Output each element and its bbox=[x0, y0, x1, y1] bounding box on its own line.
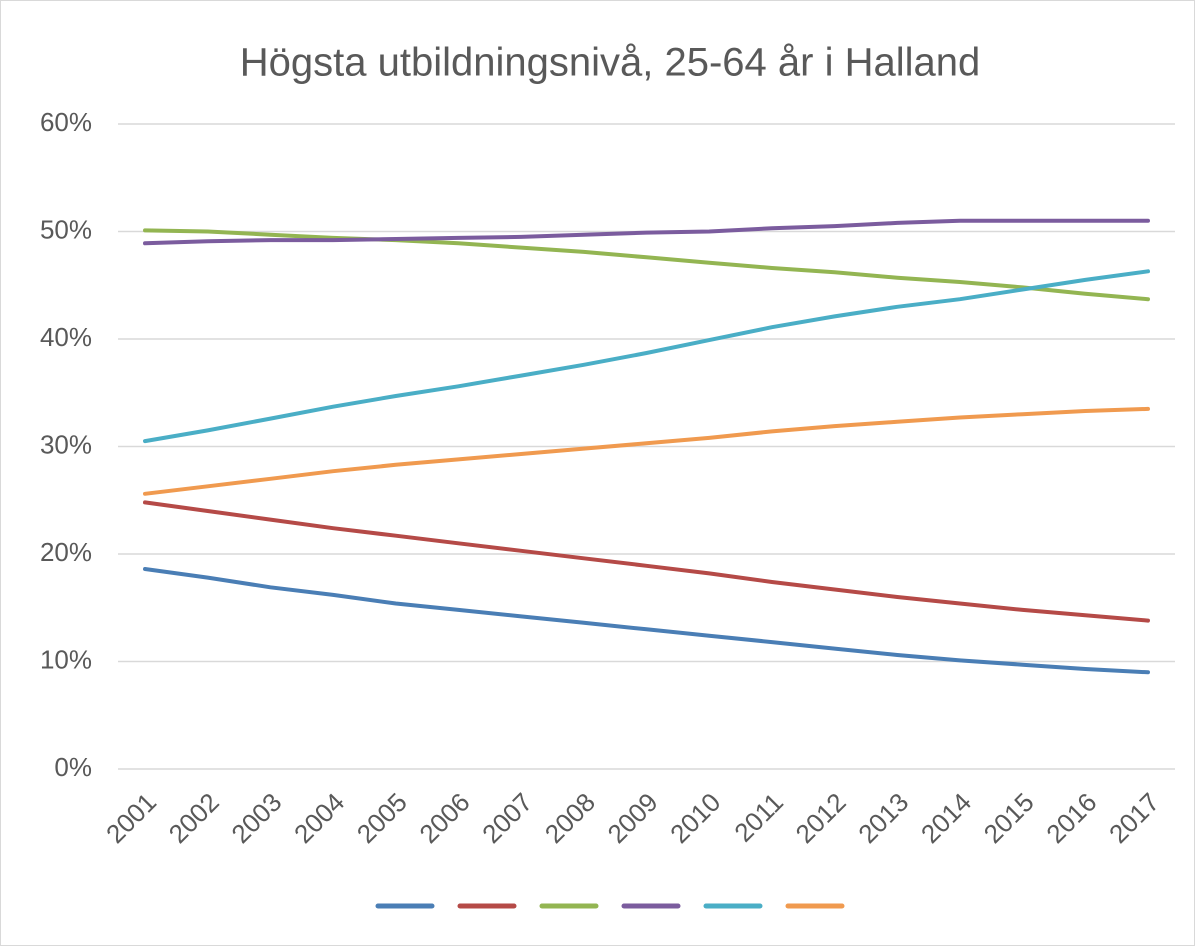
series-line bbox=[143, 269, 1150, 444]
series-line bbox=[143, 567, 1150, 675]
series-line bbox=[143, 500, 1150, 623]
chart-title: Högsta utbildningsnivå, 25-64 år i Halla… bbox=[240, 41, 980, 85]
y-tick-label: 60% bbox=[40, 107, 92, 137]
series-line bbox=[143, 228, 1150, 302]
y-tick-label: 50% bbox=[40, 214, 92, 244]
y-tick-label: 40% bbox=[40, 322, 92, 352]
y-tick-label: 10% bbox=[40, 644, 92, 674]
y-tick-label: 30% bbox=[40, 429, 92, 459]
series-line bbox=[143, 218, 1150, 246]
y-tick-label: 0% bbox=[54, 752, 92, 782]
y-tick-label: 20% bbox=[40, 537, 92, 567]
series-line bbox=[143, 406, 1150, 496]
